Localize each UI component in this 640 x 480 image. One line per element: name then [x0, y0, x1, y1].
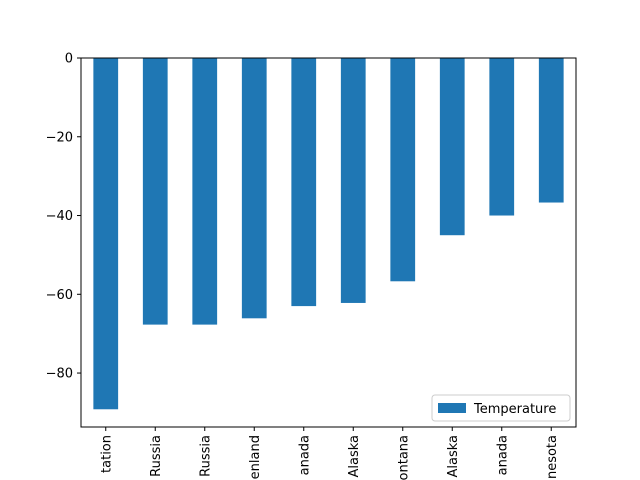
- x-tick-label: Russia: [149, 435, 164, 477]
- legend: Temperature: [431, 394, 571, 422]
- legend-swatch: [438, 403, 466, 413]
- y-tick-label: −80: [46, 367, 73, 382]
- plot-frame: [80, 57, 577, 428]
- bars-group: [93, 58, 564, 410]
- legend-box: [431, 394, 571, 422]
- legend-label: Temperature: [473, 402, 556, 417]
- y-tick-label: −60: [46, 288, 73, 303]
- bar: [390, 58, 416, 282]
- x-axis: tation Russia Russia enland anada Alaska ontan…: [99, 427, 560, 480]
- x-tick-label: anada: [495, 435, 510, 475]
- x-tick-label: anada: [297, 435, 312, 475]
- bar: [489, 58, 515, 216]
- bar: [142, 58, 168, 325]
- bar: [538, 58, 564, 203]
- y-tick-label: 0: [65, 52, 73, 67]
- bar: [291, 58, 317, 307]
- bar: [192, 58, 218, 325]
- x-tick-label: Alaska: [347, 435, 362, 478]
- x-tick-label: nesota: [545, 435, 560, 479]
- bar: [340, 58, 366, 303]
- x-tick-label: ontana: [396, 435, 411, 480]
- x-tick-label: Alaska: [446, 435, 461, 478]
- x-tick-label: tation: [99, 435, 114, 473]
- y-tick-label: −40: [46, 209, 73, 224]
- x-tick-label: enland: [248, 435, 263, 479]
- y-axis: 0 −20 −40 −60 −80: [46, 52, 81, 382]
- bar: [93, 58, 119, 410]
- bar: [241, 58, 267, 319]
- x-tick-label: Russia: [198, 435, 213, 477]
- y-tick-label: −20: [46, 130, 73, 145]
- bar: [439, 58, 465, 236]
